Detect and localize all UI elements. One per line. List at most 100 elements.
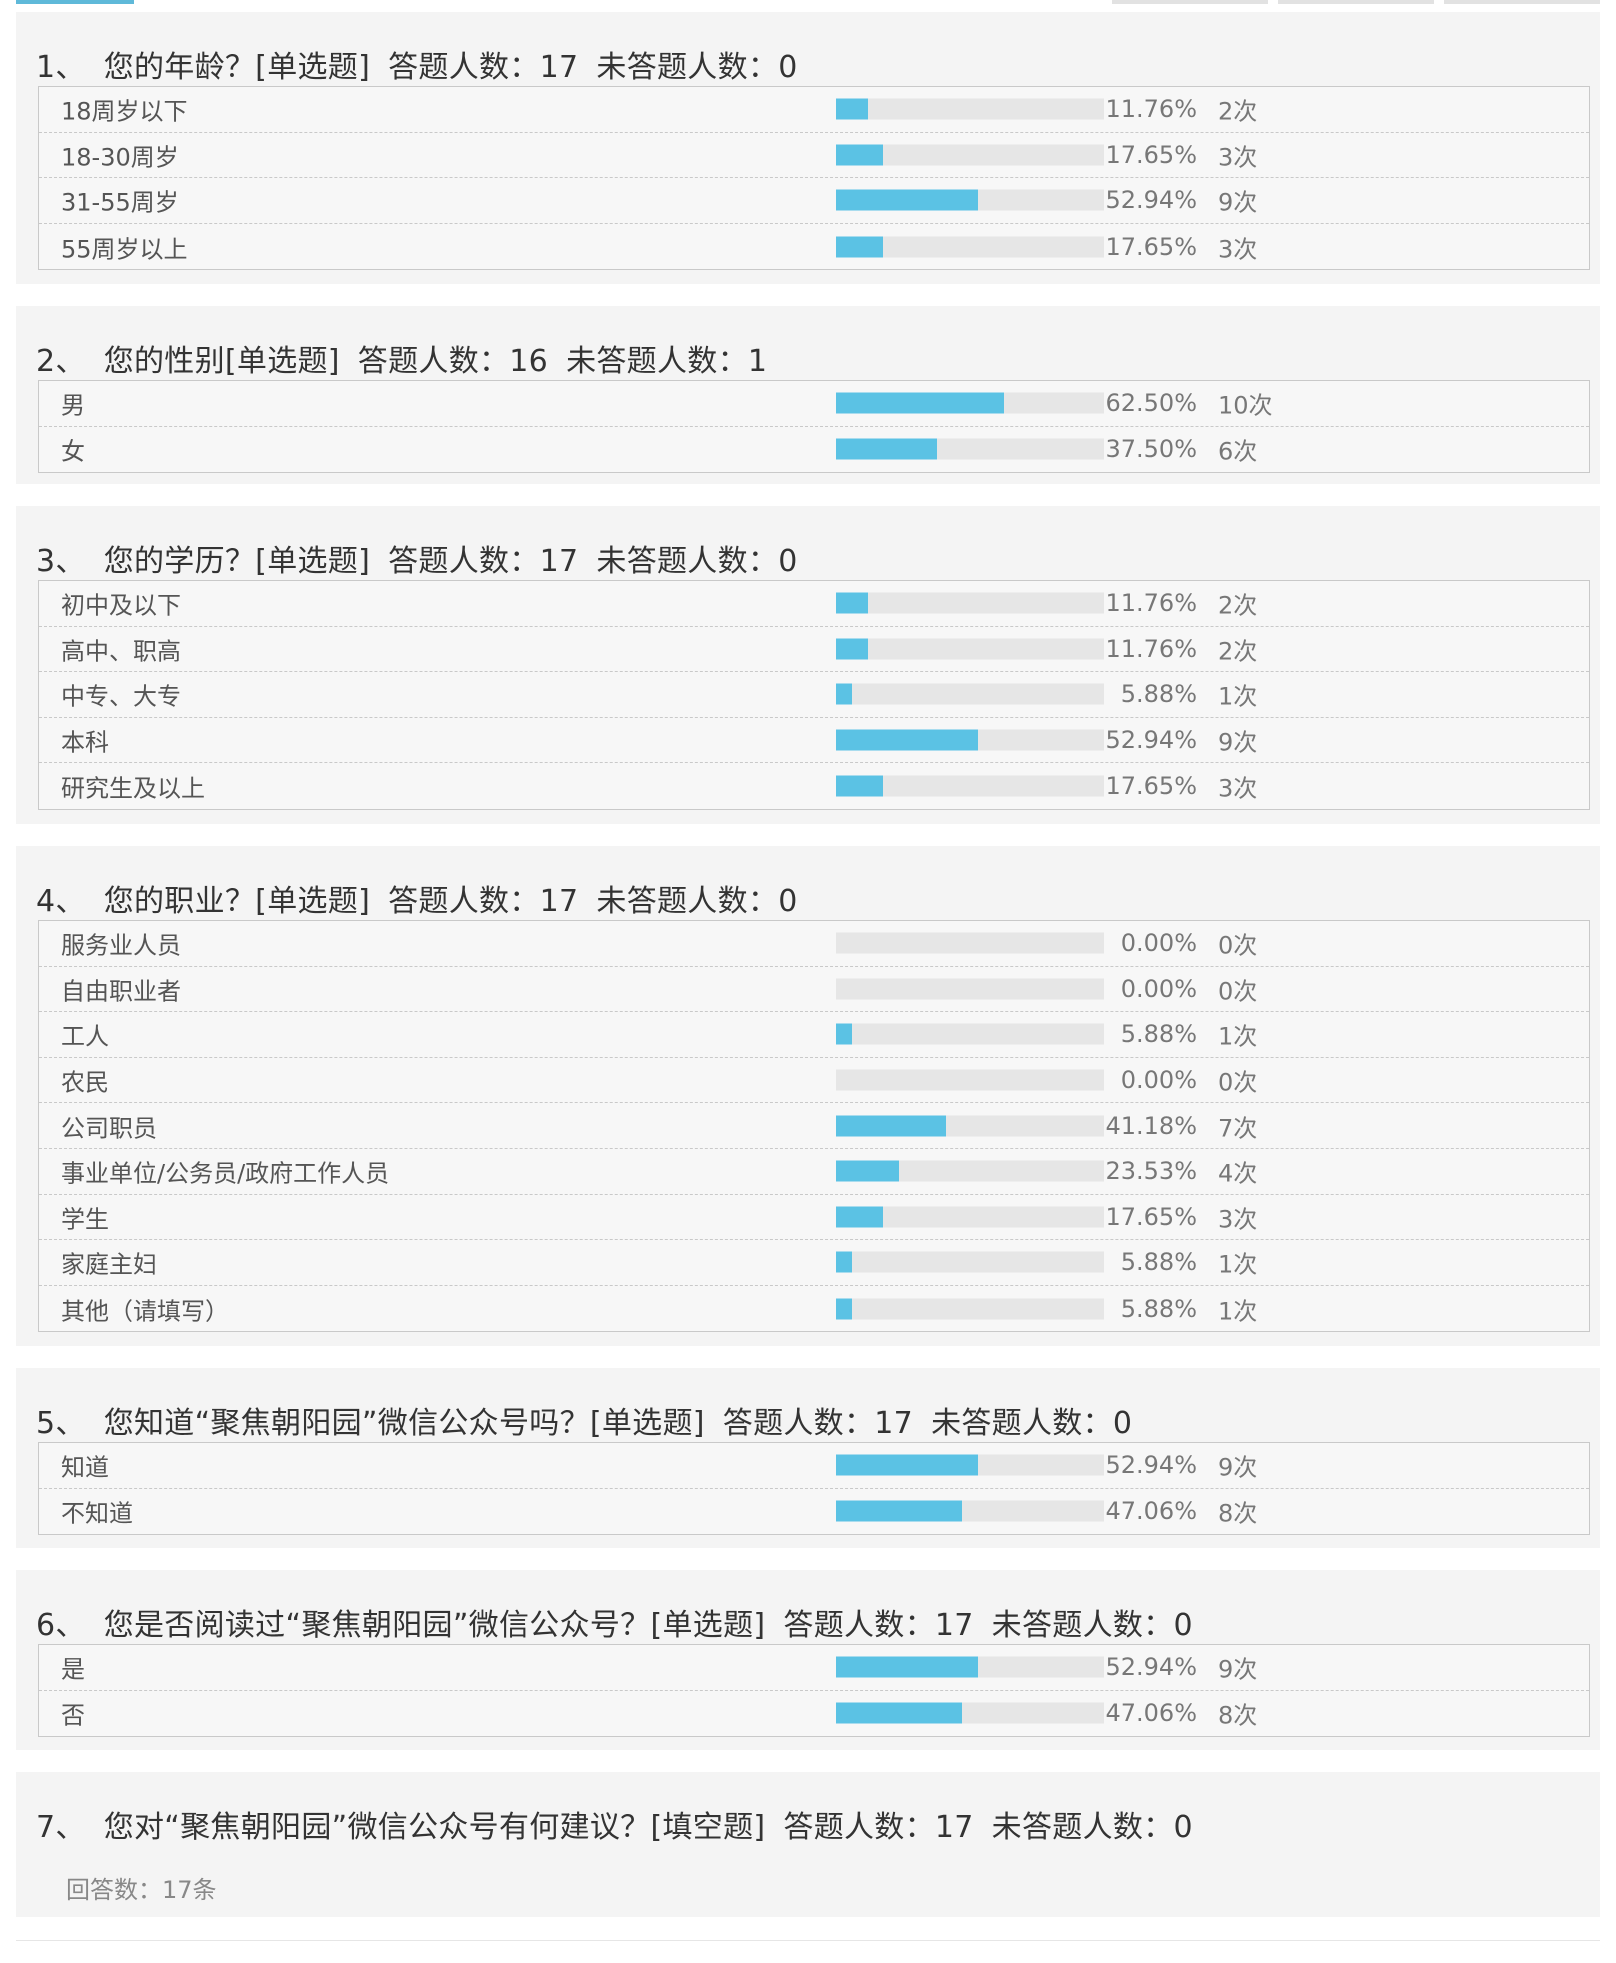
option-label: 是 <box>61 1655 85 1684</box>
option-count: 9次 <box>1218 1453 1258 1482</box>
option-row: 是 52.94% 9次 <box>39 1645 1589 1691</box>
progress-bar-track <box>836 1069 1104 1091</box>
question-number: 6、 <box>36 1608 86 1643</box>
progress-bar-fill <box>836 775 884 797</box>
progress-bar-fill <box>836 729 978 751</box>
option-row: 公司职员 41.18% 7次 <box>39 1103 1589 1149</box>
option-list: 18周岁以下 11.76% 2次 18-30周岁 17.65% 3次 31-55周岁 52.9… <box>38 86 1590 271</box>
option-percent: 11.76% <box>1105 589 1197 618</box>
bottom-divider <box>16 1940 1600 1941</box>
progress-bar-fill <box>836 1160 900 1182</box>
option-count: 9次 <box>1218 728 1258 757</box>
option-percent: 41.18% <box>1105 1111 1197 1140</box>
answered-count: 答题人数：17 <box>783 1608 974 1643</box>
option-percent: 52.94% <box>1105 1451 1197 1480</box>
option-percent: 37.50% <box>1105 435 1197 464</box>
unanswered-count: 未答题人数：0 <box>596 50 798 85</box>
option-percent: 11.76% <box>1105 95 1197 124</box>
option-percent: 17.65% <box>1105 232 1197 261</box>
top-tab[interactable] <box>1278 0 1434 4</box>
option-percent: 0.00% <box>1120 1066 1197 1095</box>
option-percent: 17.65% <box>1105 772 1197 801</box>
question-number: 1、 <box>36 50 86 85</box>
progress-bar-track <box>836 932 1104 954</box>
question-panel-6: 6、 您是否阅读过“聚焦朝阳园”微信公众号？[单选题] 答题人数：17 未答题人数：0… <box>0 1570 1616 1750</box>
option-row: 自由职业者 0.00% 0次 <box>39 967 1589 1013</box>
option-label: 不知道 <box>61 1499 133 1528</box>
progress-bar-track <box>836 1454 1104 1476</box>
progress-bar-fill <box>836 1023 852 1045</box>
unanswered-count: 未答题人数：0 <box>931 1406 1133 1441</box>
progress-bar-fill <box>836 144 884 166</box>
option-percent: 17.65% <box>1105 140 1197 169</box>
answer-count-link[interactable]: 回答数：17条 <box>66 1876 217 1904</box>
progress-bar-track <box>836 592 1104 614</box>
option-label: 女 <box>61 437 85 466</box>
progress-bar-track <box>836 729 1104 751</box>
option-list: 知道 52.94% 9次 不知道 47.06% 8次 <box>38 1442 1590 1536</box>
option-count: 1次 <box>1218 682 1258 711</box>
option-label: 31-55周岁 <box>61 188 179 217</box>
option-percent: 23.53% <box>1105 1157 1197 1186</box>
option-percent: 5.88% <box>1120 1248 1197 1277</box>
option-row: 55周岁以上 17.65% 3次 <box>39 224 1589 270</box>
progress-bar-track <box>836 1023 1104 1045</box>
question-panel-4: 4、 您的职业？[单选题] 答题人数：17 未答题人数：0 服务业人员 0.00% 0次自… <box>0 846 1616 1346</box>
progress-bar-fill <box>836 592 868 614</box>
top-tab-active[interactable] <box>16 0 134 4</box>
option-row: 高中、职高 11.76% 2次 <box>39 627 1589 673</box>
question-text: 您的学历？[单选题] <box>103 544 371 579</box>
question-number: 3、 <box>36 544 86 579</box>
option-count: 0次 <box>1218 1068 1258 1097</box>
question-title: 7、 您对“聚焦朝阳园”微信公众号有何建议？[填空题] 答题人数：17 未答题人数：0 <box>36 1802 1211 1846</box>
option-label: 家庭主妇 <box>61 1250 157 1279</box>
option-label: 事业单位/公务员/政府工作人员 <box>61 1159 390 1188</box>
progress-bar-track <box>836 189 1104 211</box>
unanswered-count: 未答题人数：1 <box>566 344 768 379</box>
question-title: 5、 您知道“聚焦朝阳园”微信公众号吗？[单选题] 答题人数：17 未答题人数：0 <box>36 1398 1150 1442</box>
unanswered-count: 未答题人数：0 <box>991 1608 1193 1643</box>
progress-bar-fill <box>836 683 852 705</box>
option-count: 7次 <box>1218 1114 1258 1143</box>
option-percent: 0.00% <box>1120 929 1197 958</box>
option-row: 其他（请填写） 5.88% 1次 <box>39 1286 1589 1332</box>
option-row: 31-55周岁 52.94% 9次 <box>39 178 1589 224</box>
question-text: 您对“聚焦朝阳园”微信公众号有何建议？[填空题] <box>103 1810 766 1845</box>
question-text: 您的年龄？[单选题] <box>103 50 371 85</box>
progress-bar-track <box>836 1251 1104 1273</box>
option-label: 初中及以下 <box>61 591 181 620</box>
option-list: 初中及以下 11.76% 2次 高中、职高 11.76% 2次 中专、大专 5.88% 1次 本科… <box>38 580 1590 810</box>
option-percent: 52.94% <box>1105 726 1197 755</box>
option-count: 2次 <box>1218 637 1258 666</box>
progress-bar-track <box>836 1160 1104 1182</box>
top-tab[interactable] <box>1112 0 1268 4</box>
option-label: 否 <box>61 1701 85 1730</box>
progress-bar-track <box>836 978 1104 1000</box>
progress-bar-fill <box>836 98 868 120</box>
option-row: 农民 0.00% 0次 <box>39 1058 1589 1104</box>
option-percent: 52.94% <box>1105 186 1197 215</box>
top-tab[interactable] <box>1444 0 1600 4</box>
option-count: 9次 <box>1218 1655 1258 1684</box>
option-row: 服务业人员 0.00% 0次 <box>39 921 1589 967</box>
progress-bar-fill <box>836 1454 978 1476</box>
progress-bar-fill <box>836 236 884 258</box>
option-row: 18周岁以下 11.76% 2次 <box>39 87 1589 133</box>
answered-count: 答题人数：17 <box>388 884 579 919</box>
progress-bar-fill <box>836 1206 884 1228</box>
question-panel-1: 1、 您的年龄？[单选题] 答题人数：17 未答题人数：0 18周岁以下 11.76% 2… <box>0 12 1616 284</box>
answered-count: 答题人数：17 <box>388 544 579 579</box>
option-row: 18-30周岁 17.65% 3次 <box>39 133 1589 179</box>
option-row: 不知道 47.06% 8次 <box>39 1489 1589 1535</box>
option-count: 3次 <box>1218 1205 1258 1234</box>
option-label: 高中、职高 <box>61 637 181 666</box>
option-percent: 17.65% <box>1105 1202 1197 1231</box>
option-label: 农民 <box>61 1068 109 1097</box>
progress-bar-track <box>836 1115 1104 1137</box>
option-label: 本科 <box>61 728 109 757</box>
option-label: 55周岁以上 <box>61 235 188 264</box>
question-number: 2、 <box>36 344 86 379</box>
progress-bar-fill <box>836 189 978 211</box>
option-percent: 11.76% <box>1105 634 1197 663</box>
